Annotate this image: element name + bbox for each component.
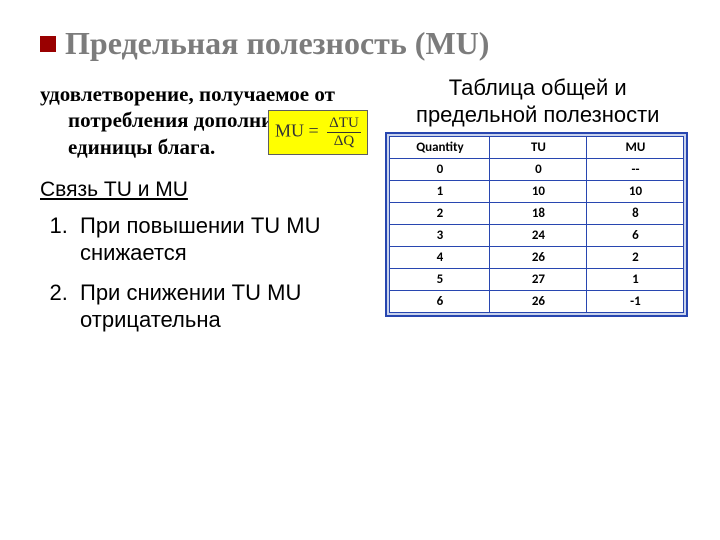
formula-fraction: ΔTU ΔQ [327, 115, 361, 150]
col-quantity: Quantity [390, 136, 490, 158]
list-item: При повышении TU MU снижается [74, 212, 369, 267]
formula-lhs: MU = [275, 121, 319, 141]
utility-table: Quantity TU MU 0 0 -- 1 10 [389, 136, 684, 313]
table-row: 4 26 2 [390, 246, 684, 268]
subheading: Связь TU и MU [40, 178, 369, 202]
formula-box: MU = ΔTU ΔQ [268, 110, 368, 155]
table-row: 1 10 10 [390, 180, 684, 202]
table-wrap: Quantity TU MU 0 0 -- 1 10 [385, 132, 688, 317]
formula-numerator: ΔTU [327, 115, 361, 133]
points-list: При повышении TU MU снижается При снижен… [40, 212, 369, 334]
formula-denominator: ΔQ [327, 133, 361, 150]
table-row: 2 18 8 [390, 202, 684, 224]
col-tu: TU [490, 136, 587, 158]
table-row: 5 27 1 [390, 268, 684, 290]
table-row: 6 26 -1 [390, 290, 684, 312]
page-title: Предельная полезность (MU) [40, 26, 690, 61]
col-mu: MU [587, 136, 684, 158]
table-title: Таблица общей и предельной полезности [385, 75, 690, 128]
table-header-row: Quantity TU MU [390, 136, 684, 158]
slide: Предельная полезность (MU) MU = ΔTU ΔQ у… [0, 0, 720, 540]
table-row: 0 0 -- [390, 158, 684, 180]
table-row: 3 24 6 [390, 224, 684, 246]
list-item: При снижении TU MU отрицательна [74, 279, 369, 334]
right-column: Таблица общей и предельной полезности Qu… [385, 75, 690, 346]
